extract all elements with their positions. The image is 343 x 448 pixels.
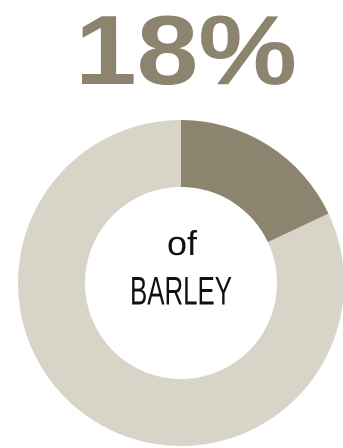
- donut: [18, 120, 343, 446]
- center-label: BARLEY: [130, 270, 232, 314]
- donut-slice: [181, 120, 329, 243]
- headline-value: 18%: [75, 0, 297, 105]
- center-label: of: [167, 225, 198, 263]
- donut-slice: [18, 120, 343, 446]
